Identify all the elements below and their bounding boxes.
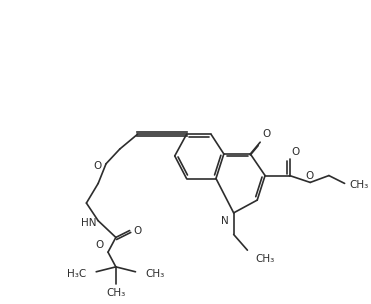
- Text: CH₃: CH₃: [349, 180, 369, 190]
- Text: CH₃: CH₃: [106, 288, 125, 299]
- Text: HN: HN: [81, 218, 96, 228]
- Text: O: O: [305, 171, 313, 181]
- Text: H₃C: H₃C: [67, 269, 86, 279]
- Text: O: O: [94, 161, 102, 171]
- Text: O: O: [134, 226, 142, 236]
- Text: CH₃: CH₃: [255, 254, 275, 264]
- Text: O: O: [262, 129, 270, 139]
- Text: O: O: [292, 147, 300, 157]
- Text: N: N: [221, 216, 229, 226]
- Text: CH₃: CH₃: [145, 269, 165, 279]
- Text: O: O: [96, 240, 104, 250]
